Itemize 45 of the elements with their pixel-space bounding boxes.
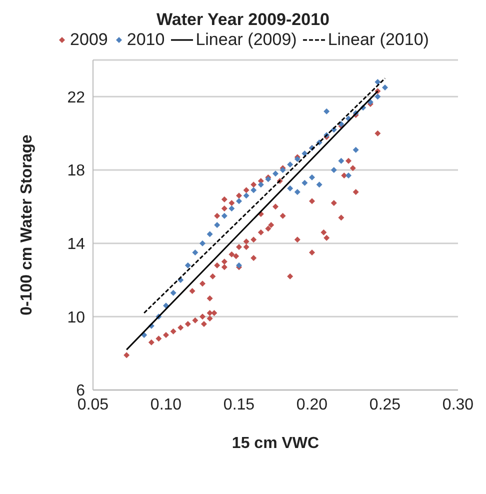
point [243,192,250,199]
point [302,180,308,186]
point [258,182,264,188]
point [228,206,235,212]
legend-label: 2009 [70,30,108,50]
y-tick-label: 14 [67,236,86,254]
point [206,231,213,238]
point [287,162,294,168]
y-axis-title: 0-100 cm Water Storage [18,134,36,316]
point [374,94,381,100]
y-tick-label: 22 [67,89,86,106]
point [302,150,308,156]
x-tick-label: 0.25 [369,396,401,414]
point [184,262,191,268]
x-tick-label: 0.10 [150,396,182,414]
point [316,182,322,188]
x-axis-title: 15 cm VWC [232,435,320,452]
point [294,189,300,195]
legend-label: 2010 [126,30,165,50]
point [221,212,228,219]
chart-title: Water Year 2009-2010 [156,10,330,30]
x-tick-label: 0.20 [296,396,328,414]
point [287,185,294,192]
point [324,108,330,114]
point [374,79,381,85]
point [338,158,344,164]
point [236,198,242,204]
point [382,84,388,90]
x-tick-label: 0.05 [77,396,109,414]
y-tick-label: 18 [67,162,86,180]
x-tick-label: 0.30 [442,396,474,414]
point [309,174,315,180]
point [170,290,176,296]
point [214,222,220,228]
legend-label: Linear (2010) [328,30,429,50]
point [330,167,337,173]
y-tick-label: 10 [67,309,86,326]
legend-label: Linear (2009) [196,30,297,50]
point [352,146,359,153]
point [346,172,352,178]
point [250,187,257,194]
x-tick-label: 0.15 [223,396,255,414]
point [200,240,206,246]
point [192,250,198,256]
point [272,170,278,177]
